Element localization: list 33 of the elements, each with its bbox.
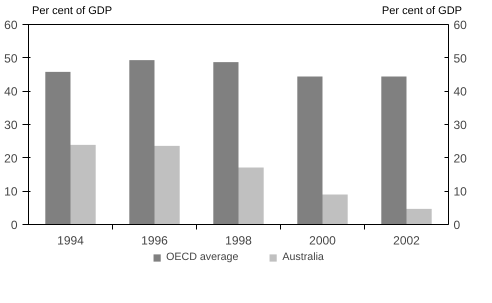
y-tick-label: 0 <box>10 218 18 232</box>
y-tick-label: 20 <box>4 151 18 166</box>
legend-label: OECD average <box>166 251 238 263</box>
y2-tick-label: 10 <box>454 184 468 199</box>
bar <box>238 168 264 224</box>
x-tick-label: 1998 <box>225 234 252 248</box>
y2-tick-label: 50 <box>454 51 468 66</box>
y-tick-label: 50 <box>4 51 18 66</box>
bar <box>129 60 154 224</box>
x-tick-label: 1994 <box>57 234 84 248</box>
y-tick-label: 60 <box>4 18 18 32</box>
x-tick-label: 1996 <box>141 234 168 248</box>
bar <box>406 208 432 224</box>
y-tick-label: 40 <box>4 84 18 99</box>
bar <box>154 146 180 224</box>
y-axis-title: Per cent of GDP <box>32 4 112 19</box>
bar <box>213 62 238 224</box>
x-tick-label: 2000 <box>309 234 336 248</box>
y2-tick-label: 20 <box>454 151 468 166</box>
y-tick-label: 10 <box>4 184 18 199</box>
bar <box>45 72 70 224</box>
bar <box>322 194 348 224</box>
bar <box>381 76 406 224</box>
y2-tick-label: 40 <box>454 84 468 99</box>
bar <box>297 76 322 224</box>
y2-tick-label: 30 <box>454 118 468 132</box>
bar <box>70 144 96 224</box>
y-tick-label: 30 <box>4 118 18 132</box>
x-tick-label: 2002 <box>393 234 420 248</box>
y2-tick-label: 60 <box>454 18 468 32</box>
y2-tick-label: 0 <box>454 218 460 232</box>
legend-label: Australia <box>282 251 324 263</box>
y2-axis-title: Per cent of GDP <box>382 4 462 19</box>
